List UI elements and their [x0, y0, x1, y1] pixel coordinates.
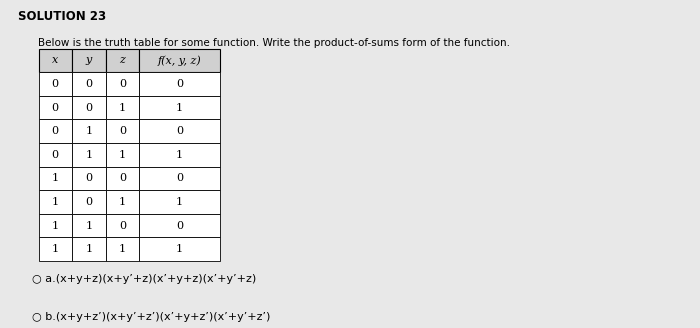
Bar — [38, 119, 72, 143]
Bar — [106, 167, 139, 190]
Text: 1: 1 — [176, 150, 183, 160]
Bar — [72, 237, 106, 261]
Text: 0: 0 — [119, 174, 126, 183]
Bar — [139, 167, 220, 190]
Text: 1: 1 — [52, 221, 59, 231]
Text: 0: 0 — [52, 79, 59, 89]
Text: 1: 1 — [52, 244, 59, 254]
Bar — [106, 119, 139, 143]
Text: SOLUTION 23: SOLUTION 23 — [18, 10, 106, 23]
Bar — [72, 96, 106, 119]
Bar — [72, 143, 106, 167]
Text: 0: 0 — [176, 174, 183, 183]
Text: 0: 0 — [119, 221, 126, 231]
Bar — [38, 72, 72, 96]
Text: ○ a.(x+y+z)(x+y’+z)(x’+y+z)(x’+y’+z): ○ a.(x+y+z)(x+y’+z)(x’+y+z)(x’+y’+z) — [32, 274, 256, 284]
Bar — [72, 72, 106, 96]
Bar — [139, 72, 220, 96]
Text: 1: 1 — [119, 244, 126, 254]
Text: 1: 1 — [176, 244, 183, 254]
Bar — [38, 143, 72, 167]
Bar — [72, 214, 106, 237]
Bar — [72, 49, 106, 72]
Text: 1: 1 — [85, 150, 92, 160]
Text: 1: 1 — [119, 150, 126, 160]
Text: x: x — [52, 55, 58, 65]
Text: 0: 0 — [85, 103, 92, 113]
Bar — [106, 49, 139, 72]
Bar — [106, 143, 139, 167]
Text: y: y — [86, 55, 92, 65]
Text: ○ b.(x+y+z’)(x+y’+z’)(x’+y+z’)(x’+y’+z’): ○ b.(x+y+z’)(x+y’+z’)(x’+y+z’)(x’+y’+z’) — [32, 312, 270, 322]
Bar — [139, 49, 220, 72]
Text: 0: 0 — [85, 79, 92, 89]
Text: 1: 1 — [52, 174, 59, 183]
Bar — [106, 190, 139, 214]
Text: 0: 0 — [52, 103, 59, 113]
Bar — [106, 214, 139, 237]
Text: 1: 1 — [119, 103, 126, 113]
Text: 1: 1 — [85, 126, 92, 136]
Text: 1: 1 — [176, 197, 183, 207]
Bar — [38, 96, 72, 119]
Bar — [139, 214, 220, 237]
Bar — [38, 237, 72, 261]
Text: 0: 0 — [52, 150, 59, 160]
Bar — [38, 190, 72, 214]
Text: 0: 0 — [85, 197, 92, 207]
Text: 0: 0 — [52, 126, 59, 136]
Bar — [106, 72, 139, 96]
Bar — [72, 190, 106, 214]
Text: z: z — [120, 55, 125, 65]
Bar — [72, 119, 106, 143]
Bar — [106, 237, 139, 261]
Bar — [139, 143, 220, 167]
Text: 0: 0 — [176, 221, 183, 231]
Bar — [72, 167, 106, 190]
Bar — [139, 119, 220, 143]
Text: 0: 0 — [176, 126, 183, 136]
Text: 0: 0 — [85, 174, 92, 183]
Text: 0: 0 — [119, 126, 126, 136]
Bar — [139, 96, 220, 119]
Text: Below is the truth table for some function. Write the product-of-sums form of th: Below is the truth table for some functi… — [38, 38, 510, 48]
Bar — [139, 190, 220, 214]
Bar — [38, 214, 72, 237]
Text: f(x, y, z): f(x, y, z) — [158, 55, 202, 66]
Text: 1: 1 — [52, 197, 59, 207]
Bar — [38, 49, 72, 72]
Text: 0: 0 — [119, 79, 126, 89]
Text: 1: 1 — [176, 103, 183, 113]
Bar — [106, 96, 139, 119]
Text: 1: 1 — [85, 221, 92, 231]
Bar — [139, 237, 220, 261]
Text: 1: 1 — [85, 244, 92, 254]
Text: 1: 1 — [119, 197, 126, 207]
Bar — [38, 167, 72, 190]
Text: 0: 0 — [176, 79, 183, 89]
